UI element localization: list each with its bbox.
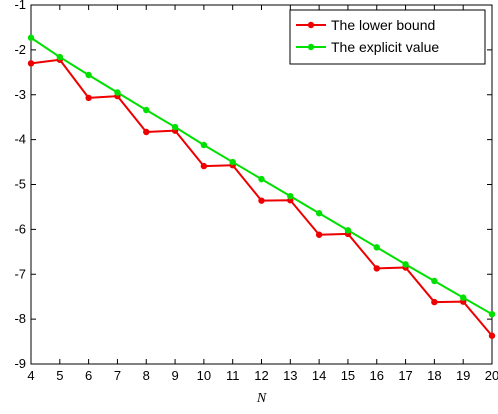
series-1 (27, 56, 496, 339)
y-tick-label: -9 (14, 356, 26, 371)
legend-label: The explicit value (331, 39, 439, 55)
x-tick-label: 11 (226, 368, 240, 383)
data-point (373, 265, 380, 272)
x-tick-label: 14 (312, 368, 326, 383)
series-layer (27, 34, 496, 339)
data-point (287, 192, 294, 200)
data-point (171, 123, 179, 131)
x-tick-label: 19 (456, 368, 470, 383)
data-point (85, 94, 92, 102)
y-tick-label: -5 (14, 177, 26, 192)
legend-box (289, 9, 486, 65)
y-tick-label: -2 (14, 42, 26, 57)
data-point (200, 162, 208, 170)
legend-swatch-marker (307, 21, 315, 29)
y-tick-label: -6 (14, 221, 26, 236)
x-axis-label: N (256, 391, 267, 406)
data-point (373, 244, 380, 251)
data-point (56, 53, 64, 61)
x-tick-label: 7 (114, 368, 121, 383)
data-point (200, 141, 208, 149)
x-tick-label: 6 (85, 368, 92, 383)
data-point (27, 34, 35, 41)
series-2 (27, 34, 496, 318)
x-tick-label: 15 (341, 368, 355, 383)
x-tick-label: 12 (254, 368, 268, 383)
data-point (459, 294, 467, 301)
data-point (402, 261, 409, 268)
x-tick-label: 9 (171, 368, 178, 383)
legend-label: The lower bound (331, 17, 435, 33)
x-tick-label: 4 (27, 368, 34, 383)
y-tick-label: -8 (14, 311, 26, 326)
x-tick-label: 10 (197, 368, 211, 383)
x-tick-label: 8 (143, 368, 150, 383)
x-tick-label: 13 (283, 368, 297, 383)
x-tick-label: 5 (56, 368, 63, 383)
y-axis-ticks: -1 -2 -3 -4 -5 -6 -7 -8 -9 (14, 0, 492, 371)
x-tick-label: 20 (485, 368, 498, 383)
data-point (143, 128, 150, 136)
y-tick-label: -1 (14, 0, 26, 12)
data-point (258, 175, 265, 183)
data-point (143, 106, 150, 114)
x-tick-label: 17 (398, 368, 412, 383)
x-tick-label: 18 (427, 368, 441, 383)
data-point (85, 71, 92, 79)
y-tick-label: -7 (14, 266, 26, 281)
y-tick-label: -4 (14, 132, 26, 147)
legend-swatch-marker (307, 43, 315, 51)
data-point (431, 277, 438, 285)
data-point (27, 60, 35, 67)
data-point (229, 158, 236, 166)
data-point (344, 227, 352, 234)
data-point (488, 332, 496, 339)
y-tick-label: -3 (14, 87, 26, 102)
data-point (431, 298, 438, 306)
x-axis-ticks: 4 5 6 7 8 9 10 11 12 13 14 15 16 17 18 19 20 (27, 5, 498, 383)
data-point (258, 197, 265, 204)
legend: The lower bound The explicit value (289, 9, 486, 65)
x-tick-label: 16 (370, 368, 384, 383)
data-point (315, 210, 323, 217)
plot-area: -1 -2 -3 -4 -5 -6 -7 -8 -9 4 5 6 7 8 9 10 11 12 13 14 15 16 1… (14, 0, 498, 383)
data-point (114, 89, 121, 96)
data-point (315, 231, 323, 238)
data-point (488, 310, 496, 318)
